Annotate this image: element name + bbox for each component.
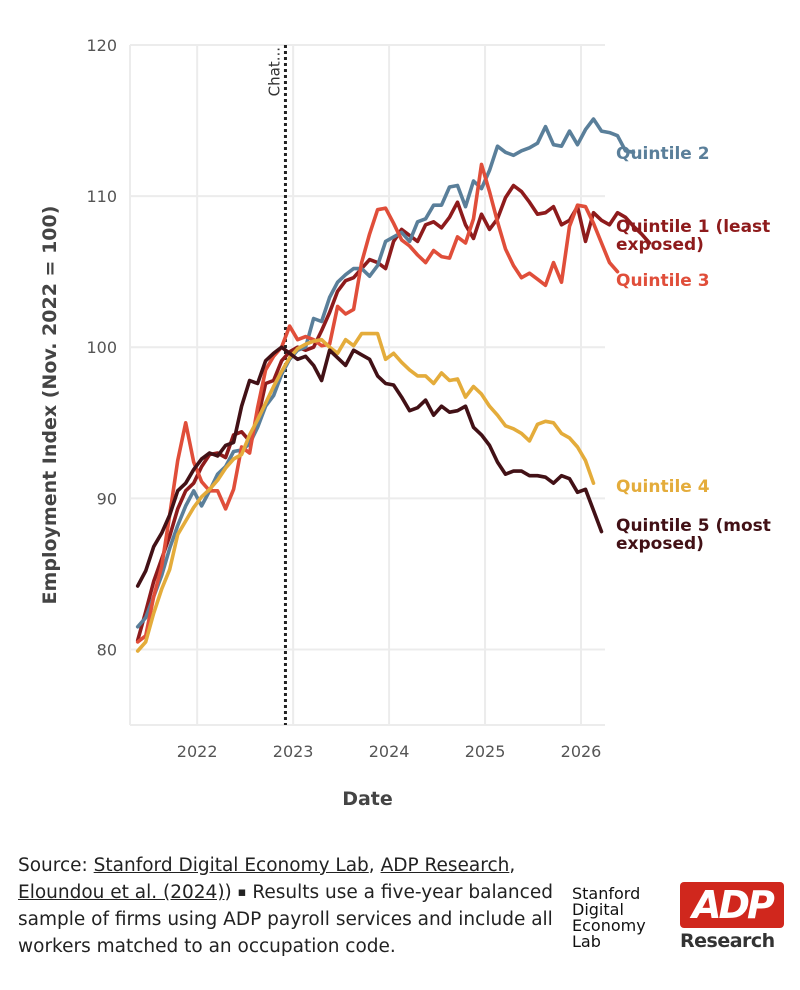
comma: , [509,855,516,876]
comma: , [368,855,381,876]
series-label: Quintile 4 [616,477,710,497]
source-prefix: Source: [18,855,94,876]
axis-ticks: 80 90 100 110 120 2022 2023 2024 2025 2026 [86,36,601,761]
y-tick-label: 110 [86,187,117,206]
separator-square: ▪ [237,885,247,900]
series-labels: Quintile 1 (least exposed) Quintile 2 Quint… [616,144,771,554]
series-label: Quintile 5 (most exposed) [616,516,771,554]
link-stanford-digital-economy-lab[interactable]: Stanford Digital Economy Lab [93,855,369,876]
logo-line: Economy [572,916,646,935]
series-line [135,162,620,644]
note-text: Results use a five-year balanced sample … [18,882,553,957]
series-label: Quintile 1 (least exposed) [616,217,770,255]
source-note: Source: Stanford Digital Economy Lab, AD… [18,852,563,960]
y-tick-label: 80 [97,640,117,659]
chatgpt-annotation: Chat... [265,45,287,725]
y-tick-label: 90 [97,489,117,508]
y-tick-label: 100 [86,338,117,357]
x-tick-label: 2025 [465,742,506,761]
x-tick-label: 2024 [369,742,410,761]
link-eloundou-2024[interactable]: Eloundou et al. (2024) [18,882,225,903]
stanford-digital-economy-lab-logo: Stanford Digital Economy Lab [572,886,672,950]
paren: ) [224,882,232,903]
grid-lines [129,44,605,726]
series-label: Quintile 2 [616,144,710,164]
series-line [135,183,652,643]
adp-mark: ADP [680,882,784,928]
series-lines [135,117,652,653]
series-line [135,331,596,653]
series-label: Quintile 3 [616,271,710,291]
annotation-label: Chat... [265,47,283,96]
x-tick-label: 2026 [561,742,602,761]
adp-research-word: Research [680,930,775,952]
series-line [135,345,604,588]
x-tick-label: 2023 [273,742,314,761]
x-axis-title: Date [342,788,393,810]
y-axis-title: Employment Index (Nov. 2022 = 100) [39,206,61,605]
link-adp-research[interactable]: ADP Research [380,855,510,876]
logo-line: Stanford [572,884,641,903]
logo-line: Digital [572,900,624,919]
adp-research-logo: ADP Research [680,882,790,952]
series-line [135,117,636,629]
y-tick-label: 120 [86,36,117,55]
employment-index-chart: Chat... 80 90 100 110 120 2022 2023 2024 2025 202… [39,36,771,810]
logo-line: Lab [572,932,601,951]
x-tick-label: 2022 [177,742,218,761]
